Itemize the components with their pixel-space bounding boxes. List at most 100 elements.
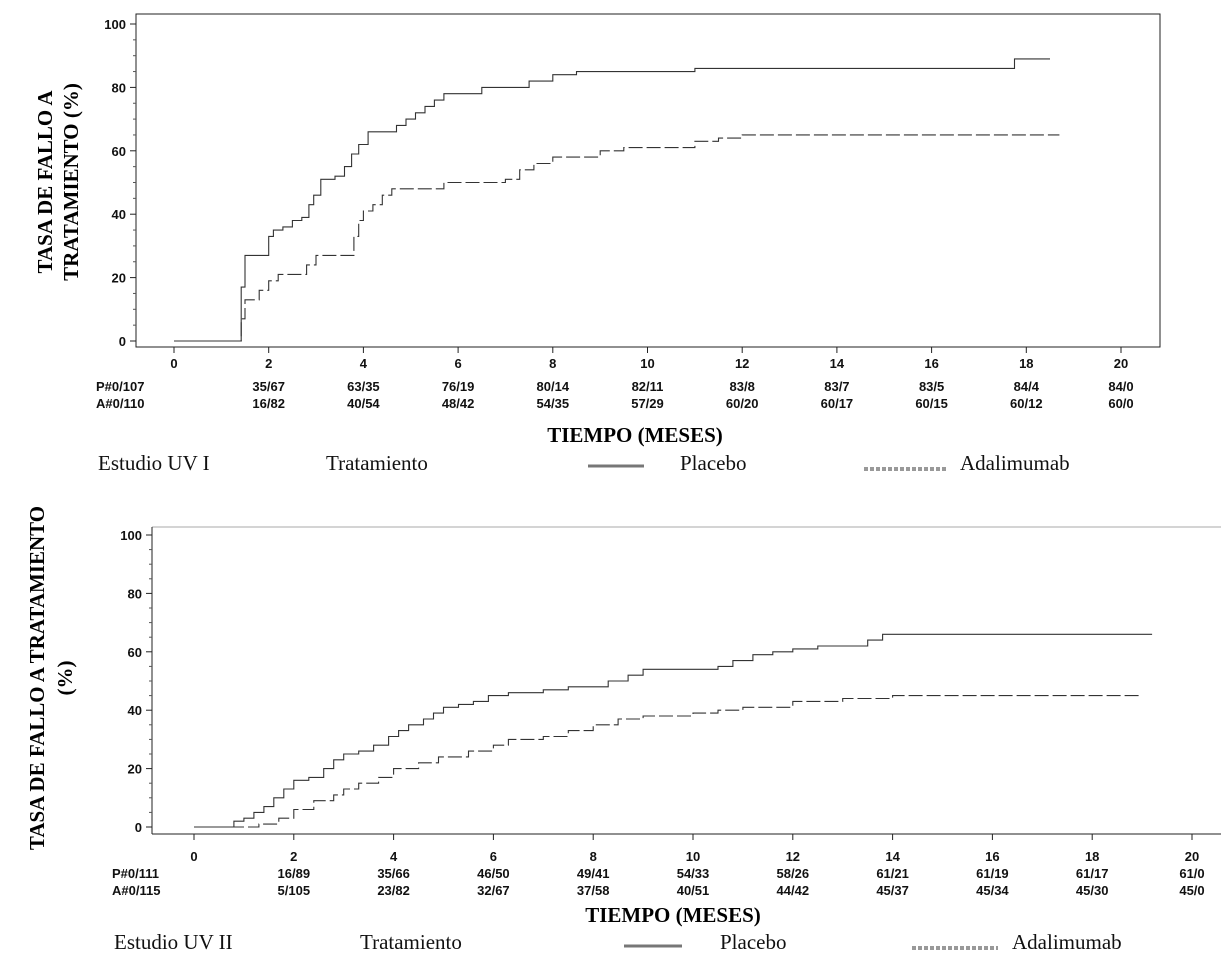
y-tick-label: 80	[112, 80, 126, 95]
legend-adalimumab-label: Adalimumab	[1012, 930, 1122, 953]
y-tick-label: 20	[112, 271, 126, 286]
panel-uv1: 0 20 40 60 80 100 0 2 4 6 8 10 12 14 16 18 20 P#0/107 A#…	[33, 13, 1161, 475]
x-tick-label: 6	[454, 356, 461, 371]
risk-value-placebo: 61/17	[1076, 866, 1109, 881]
y-axis-label-line1: TASA DE FALLO A TRATAMIENTO	[25, 506, 49, 850]
risk-table: P#0/107 A#0/110 35/67 63/35 76/19 80/14 82/11 8…	[96, 379, 1134, 411]
x-tick-label: 10	[686, 849, 700, 864]
risk-value-placebo: 83/5	[919, 379, 944, 394]
x-axis: 0 2 4 6 8 10 12 14 16 18 20	[170, 347, 1128, 371]
x-tick-label: 16	[924, 356, 938, 371]
risk-value-adalimumab: 44/42	[777, 883, 810, 898]
risk-label-adalimumab: A#0/115	[112, 883, 160, 898]
risk-label-adalimumab: A#0/110	[96, 396, 144, 411]
y-tick-label: 20	[128, 762, 142, 777]
y-tick-label: 100	[120, 528, 142, 543]
risk-value-placebo: 16/89	[278, 866, 311, 881]
risk-value-placebo: 46/50	[477, 866, 510, 881]
x-tick-label: 4	[390, 849, 398, 864]
y-tick-label: 0	[135, 820, 142, 835]
x-tick-label: 14	[830, 356, 845, 371]
risk-value-placebo: 54/33	[677, 866, 710, 881]
x-tick-label: 14	[885, 849, 900, 864]
risk-value-placebo: 82/11	[632, 379, 664, 394]
risk-value-placebo: 80/14	[537, 379, 570, 394]
legend-title: Tratamiento	[360, 930, 462, 953]
x-tick-label: 18	[1019, 356, 1033, 371]
y-tick-label: 60	[128, 645, 142, 660]
y-tick-label: 40	[112, 207, 126, 222]
risk-value-adalimumab: 54/35	[537, 396, 570, 411]
x-tick-label: 8	[590, 849, 597, 864]
x-tick-label: 8	[549, 356, 556, 371]
series-line-placebo	[174, 58, 1050, 342]
y-axis: 0 20 40 60 80 100	[104, 17, 136, 349]
risk-value-adalimumab: 23/82	[377, 883, 410, 898]
y-axis-label-line2: (%)	[53, 661, 77, 696]
x-tick-label: 0	[170, 356, 177, 371]
risk-value-adalimumab: 45/34	[976, 883, 1009, 898]
risk-value-placebo: 76/19	[442, 379, 475, 394]
x-tick-label: 2	[290, 849, 297, 864]
risk-value-adalimumab: 60/17	[821, 396, 854, 411]
y-axis: 0 20 40 60 80 100	[120, 528, 152, 835]
y-tick-label: 40	[128, 703, 142, 718]
legend-placebo-label: Placebo	[720, 930, 786, 953]
y-tick-label: 60	[112, 144, 126, 159]
risk-table: P#0/111 A#0/115 16/89 35/66 46/50 49/41 54/33 5…	[112, 866, 1205, 898]
x-tick-label: 20	[1185, 849, 1199, 864]
risk-value-adalimumab: 45/37	[876, 883, 909, 898]
risk-value-placebo: 58/26	[777, 866, 810, 881]
series-line-placebo	[194, 633, 1153, 828]
x-tick-label: 16	[985, 849, 999, 864]
panel-uv2: 0 20 40 60 80 100 0 2 4 6 8 10 12 14 16 18 20 P#0/111 A#…	[25, 506, 1221, 953]
risk-value-placebo: 61/21	[876, 866, 909, 881]
plot-frame	[135, 13, 1161, 348]
study-label: Estudio UV II	[114, 930, 233, 953]
risk-value-adalimumab: 5/105	[278, 883, 311, 898]
x-axis-label: TIEMPO (MESES)	[585, 903, 761, 927]
x-tick-label: 6	[490, 849, 497, 864]
risk-value-adalimumab: 32/67	[477, 883, 510, 898]
risk-value-placebo: 35/67	[252, 379, 285, 394]
x-tick-label: 10	[640, 356, 654, 371]
risk-value-adalimumab: 16/82	[252, 396, 285, 411]
curves	[174, 58, 1060, 342]
y-tick-label: 0	[119, 334, 126, 349]
y-axis-label-line2: TRATAMIENTO (%)	[59, 83, 83, 281]
risk-value-placebo: 63/35	[347, 379, 380, 394]
legend-adalimumab-label: Adalimumab	[960, 451, 1070, 475]
risk-value-placebo: 83/8	[730, 379, 755, 394]
x-tick-label: 2	[265, 356, 272, 371]
risk-value-adalimumab: 57/29	[631, 396, 664, 411]
risk-value-adalimumab: 37/58	[577, 883, 610, 898]
study-label: Estudio UV I	[98, 451, 210, 475]
x-tick-label: 4	[360, 356, 368, 371]
x-tick-label: 18	[1085, 849, 1099, 864]
risk-value-adalimumab: 45/30	[1076, 883, 1109, 898]
risk-value-adalimumab: 45/0	[1179, 883, 1204, 898]
risk-value-adalimumab: 60/12	[1010, 396, 1043, 411]
risk-value-placebo: 84/0	[1108, 379, 1133, 394]
risk-value-adalimumab: 60/0	[1108, 396, 1133, 411]
risk-value-adalimumab: 60/15	[915, 396, 948, 411]
x-tick-label: 12	[735, 356, 749, 371]
risk-value-placebo: 35/66	[377, 866, 410, 881]
risk-value-placebo: 84/4	[1014, 379, 1040, 394]
risk-label-placebo: P#0/111	[112, 866, 159, 881]
risk-value-placebo: 61/19	[976, 866, 1009, 881]
x-tick-label: 20	[1114, 356, 1128, 371]
x-tick-label: 0	[190, 849, 197, 864]
risk-value-adalimumab: 40/54	[347, 396, 380, 411]
risk-value-placebo: 61/0	[1179, 866, 1204, 881]
curves	[194, 633, 1153, 828]
risk-label-placebo: P#0/107	[96, 379, 144, 394]
risk-value-adalimumab: 48/42	[442, 396, 475, 411]
risk-value-placebo: 49/41	[577, 866, 610, 881]
series-line-adalimumab	[194, 695, 1143, 828]
legend-placebo-label: Placebo	[680, 451, 746, 475]
y-tick-label: 80	[128, 586, 142, 601]
x-axis-label: TIEMPO (MESES)	[547, 423, 723, 447]
risk-value-adalimumab: 40/51	[677, 883, 710, 898]
